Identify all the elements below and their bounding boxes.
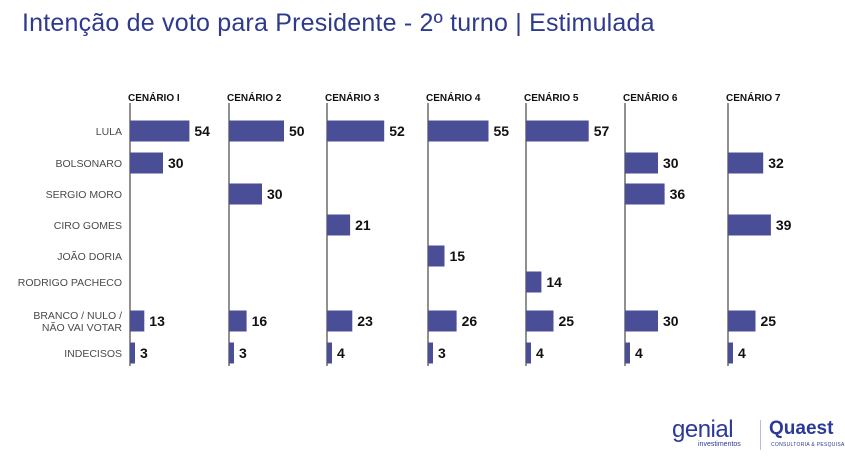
bar — [625, 310, 658, 332]
quaest-logo: Quaest CONSULTORIA & PESQUISA — [769, 418, 844, 448]
data-label: 39 — [776, 217, 792, 233]
bar — [428, 342, 433, 364]
data-label: 3 — [438, 345, 446, 361]
category-label: NÃO VAI VOTAR — [42, 321, 123, 334]
data-label: 4 — [337, 345, 345, 361]
bar — [526, 271, 542, 293]
category-label: RODRIGO PACHECO — [18, 277, 122, 289]
category-label: INDECISOS — [64, 348, 122, 360]
bar — [728, 342, 733, 364]
quaest-logo-text: Quaest — [769, 418, 834, 439]
bar — [526, 310, 554, 332]
data-label: 32 — [768, 155, 784, 171]
category-label: JOÃO DORIA — [57, 250, 122, 263]
scenario-label: CENÁRIO 7 — [726, 91, 781, 104]
data-label: 25 — [761, 313, 777, 329]
category-label: LULA — [96, 126, 122, 138]
data-label: 25 — [559, 313, 575, 329]
logos: genial investimentos Quaest CONSULTORIA … — [672, 416, 844, 454]
data-label: 23 — [357, 313, 373, 329]
category-label: BRANCO / NULO / — [33, 310, 122, 322]
data-label: 15 — [450, 248, 466, 264]
bar — [728, 152, 764, 174]
data-label: 26 — [462, 313, 478, 329]
bar — [229, 183, 262, 205]
bar — [428, 245, 445, 267]
data-label: 4 — [536, 345, 544, 361]
bar — [625, 152, 658, 174]
bar — [130, 310, 145, 332]
data-label: 4 — [738, 345, 746, 361]
bar — [130, 342, 135, 364]
scenario-label: CENÁRIO 3 — [325, 91, 380, 104]
bar — [229, 342, 234, 364]
genial-logo-text: genial — [672, 416, 734, 443]
bar — [327, 214, 351, 236]
bar — [526, 342, 531, 364]
scenario-label: CENÁRIO 6 — [623, 91, 678, 104]
scenario-label: CENÁRIO 4 — [426, 91, 481, 104]
data-label: 13 — [149, 313, 165, 329]
category-label: BOLSONARO — [55, 158, 122, 170]
data-label: 36 — [670, 186, 686, 202]
data-label: 30 — [663, 155, 679, 171]
data-label: 4 — [635, 345, 643, 361]
data-label: 54 — [194, 123, 210, 139]
scenario-label: CENÁRIO 2 — [227, 91, 282, 104]
category-label: SERGIO MORO — [46, 189, 122, 201]
genial-logo: genial investimentos — [672, 416, 741, 449]
data-label: 30 — [663, 313, 679, 329]
data-label: 3 — [239, 345, 247, 361]
bar — [130, 120, 190, 142]
bar — [728, 214, 771, 236]
bar — [428, 310, 457, 332]
data-label: 30 — [168, 155, 184, 171]
quaest-logo-subtext: CONSULTORIA & PESQUISA — [771, 442, 845, 448]
category-label: CIRO GOMES — [54, 220, 122, 232]
bar — [428, 120, 489, 142]
bar — [229, 120, 284, 142]
scenario-label: CENÁRIO I — [128, 91, 180, 104]
data-label: 52 — [389, 123, 405, 139]
bar — [526, 120, 589, 142]
bar — [728, 310, 756, 332]
data-label: 50 — [289, 123, 305, 139]
bar — [229, 310, 247, 332]
data-label: 55 — [494, 123, 510, 139]
data-label: 30 — [267, 186, 283, 202]
data-label: 21 — [355, 217, 371, 233]
scenario-label: CENÁRIO 5 — [524, 91, 579, 104]
data-label: 16 — [252, 313, 268, 329]
bar — [327, 120, 385, 142]
logo-divider — [760, 420, 761, 450]
data-label: 3 — [140, 345, 148, 361]
page-title: Intenção de voto para Presidente - 2º tu… — [22, 9, 655, 37]
data-label: 57 — [594, 123, 610, 139]
bar — [625, 342, 630, 364]
bar — [327, 342, 332, 364]
bar — [327, 310, 353, 332]
data-label: 14 — [546, 274, 562, 290]
genial-logo-subtext: investimentos — [698, 441, 741, 448]
bar — [625, 183, 665, 205]
bar — [130, 152, 163, 174]
